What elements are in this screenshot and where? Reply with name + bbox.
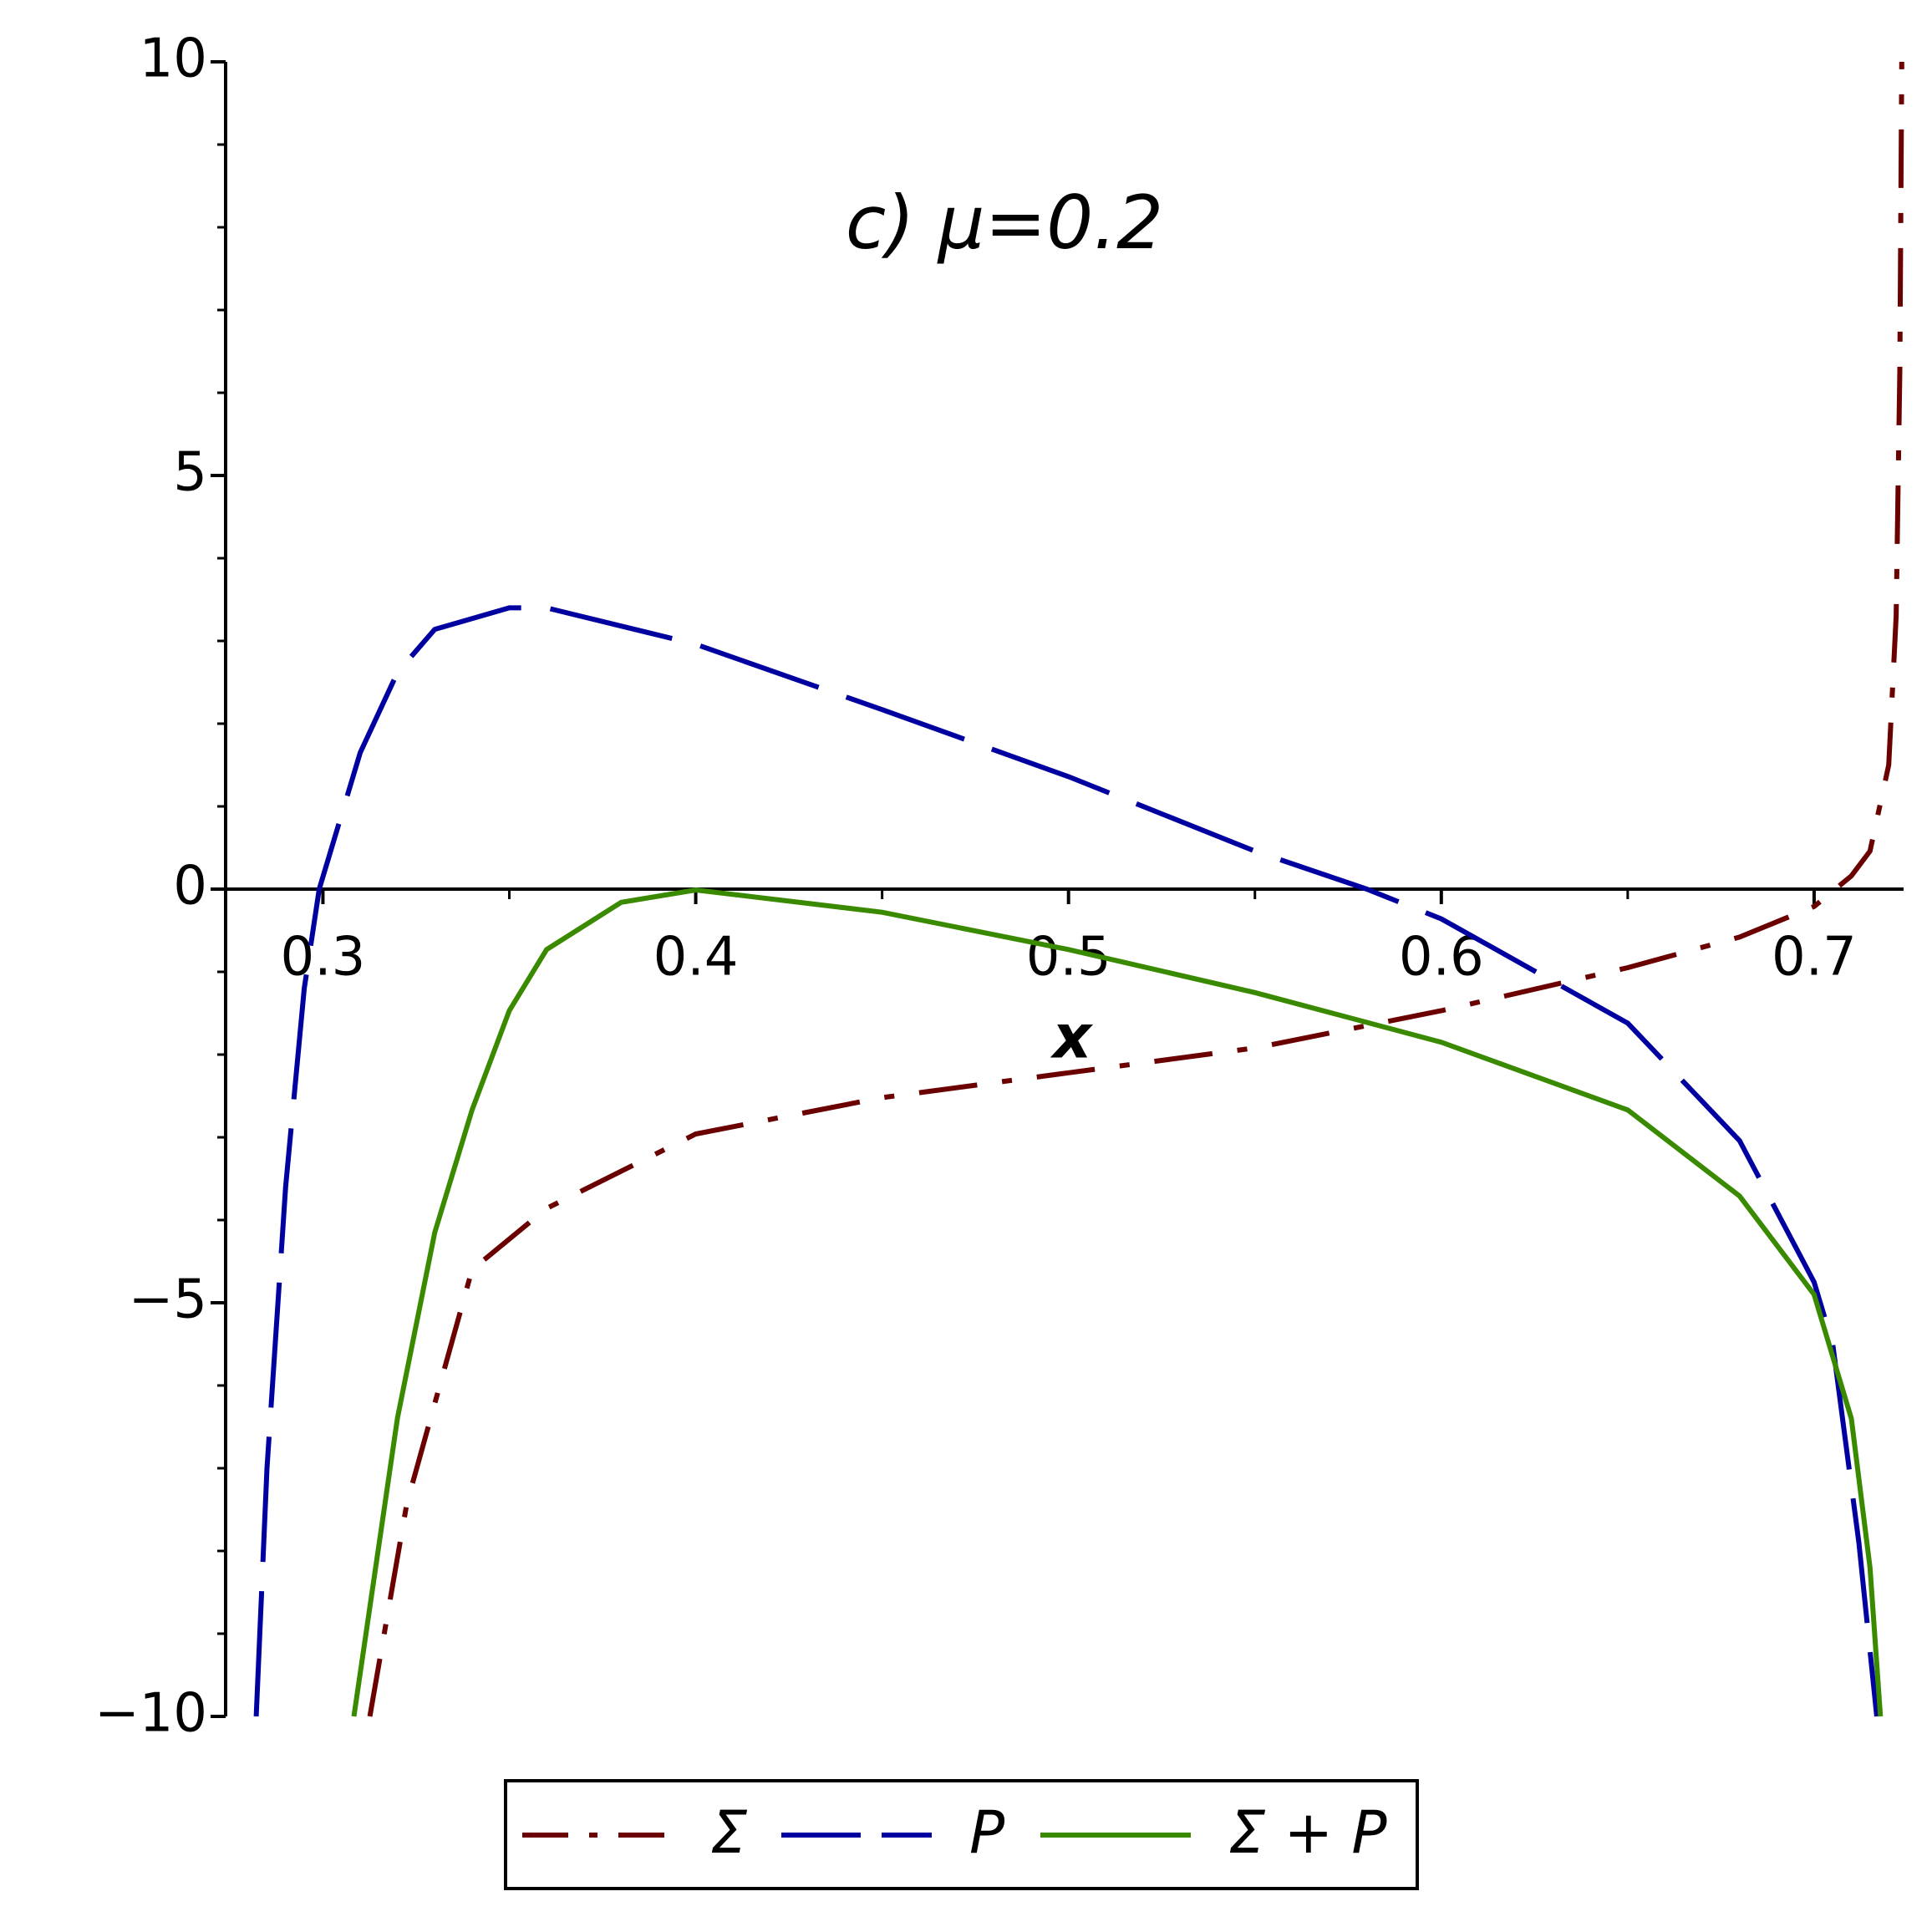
y-tick-label: −10 [94, 1683, 207, 1745]
series-line [367, 61, 1904, 1717]
y-tick-label: 0 [173, 856, 207, 918]
series-line [351, 887, 1884, 1717]
x-tick-label: 0.4 [653, 927, 739, 989]
y-tick-label: 10 [140, 28, 207, 90]
x-tick-label: 0.7 [1772, 927, 1857, 989]
series-line [253, 605, 1879, 1717]
x-axis-label: x [1050, 1002, 1094, 1072]
y-tick-label: −5 [129, 1269, 207, 1331]
legend-label: Σ + P [1228, 1798, 1387, 1867]
chart-title: c) μ=0.2 [846, 180, 1163, 266]
y-tick-label: 5 [173, 442, 207, 504]
legend-label: P [969, 1798, 1005, 1867]
x-tick-label: 0.3 [281, 927, 366, 989]
legend-label: Σ [710, 1798, 748, 1867]
